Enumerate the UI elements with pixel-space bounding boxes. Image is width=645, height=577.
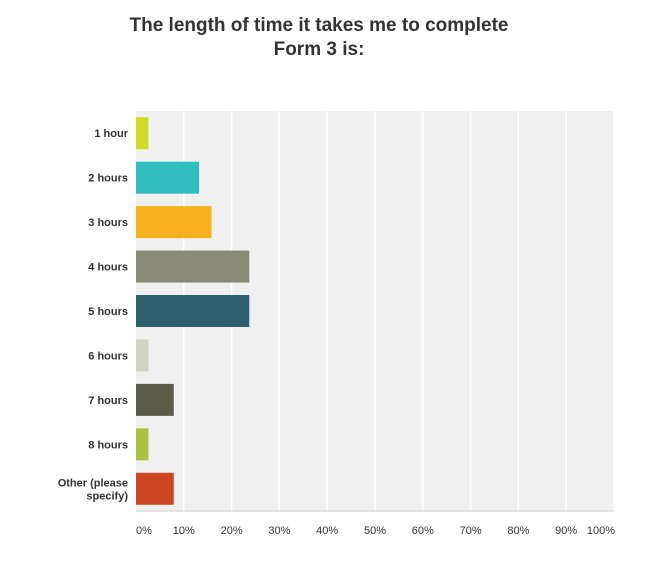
x-tick-label: 90%: [555, 525, 577, 537]
category-label: 8 hours: [88, 439, 128, 451]
category-label: 6 hours: [88, 350, 128, 362]
category-label: 2 hours: [88, 173, 128, 185]
category-label: Other (please specify): [58, 477, 129, 502]
category-labels: 1 hour 2 hours 3 hours 4 hours 5 hours 6 hour…: [58, 128, 129, 502]
x-tick-label: 100%: [587, 525, 615, 537]
bar-6-hours: [136, 339, 149, 372]
bar-8-hours: [136, 428, 149, 461]
category-label: 4 hours: [88, 262, 128, 274]
x-tick-labels: 0% 10% 20% 30% 40% 50% 60% 70% 80% 90% 100%: [136, 525, 615, 537]
x-tick-label: 10%: [173, 525, 195, 537]
x-tick-label: 70%: [460, 525, 482, 537]
bar-1-hour: [136, 117, 149, 150]
bar-5-hours: [136, 295, 250, 327]
x-tick-label: 40%: [316, 525, 338, 537]
x-tick-label: 30%: [268, 525, 290, 537]
bars: [136, 117, 250, 505]
category-label: 5 hours: [88, 306, 128, 318]
category-label: 3 hours: [88, 217, 128, 229]
category-label: 7 hours: [88, 395, 128, 407]
bar-7-hours: [136, 383, 174, 416]
bar-2-hours: [136, 161, 200, 194]
bar-4-hours: [136, 250, 250, 283]
x-tick-label: 80%: [507, 525, 529, 537]
bar-3-hours: [136, 206, 212, 239]
chart-title: The length of time it takes me to comple…: [129, 15, 509, 60]
category-label: 1 hour: [94, 128, 128, 140]
x-tick-label: 50%: [364, 525, 386, 537]
bar-other-please-specify: [136, 472, 174, 505]
x-tick-label: 20%: [221, 525, 243, 537]
x-tick-label: 60%: [412, 525, 434, 537]
x-tick-label: 0%: [136, 525, 152, 537]
